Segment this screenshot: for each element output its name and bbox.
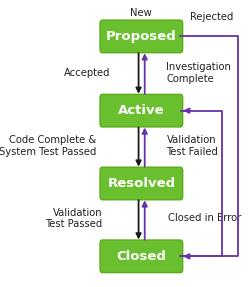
Text: Investigation
Complete: Investigation Complete <box>166 62 231 84</box>
Text: Proposed: Proposed <box>106 30 177 43</box>
FancyBboxPatch shape <box>100 20 183 53</box>
Text: New: New <box>130 8 152 18</box>
Text: Closed: Closed <box>116 250 166 263</box>
FancyBboxPatch shape <box>100 167 183 200</box>
Text: Validation
Test Passed: Validation Test Passed <box>45 208 102 229</box>
FancyBboxPatch shape <box>100 240 183 273</box>
Text: Accepted: Accepted <box>64 68 111 78</box>
FancyBboxPatch shape <box>100 94 183 127</box>
Text: Code Complete &
System Test Passed: Code Complete & System Test Passed <box>0 135 97 157</box>
Text: Rejected: Rejected <box>190 11 233 22</box>
Text: Active: Active <box>118 104 165 117</box>
Text: Validation
Test Failed: Validation Test Failed <box>166 135 218 157</box>
Text: Resolved: Resolved <box>107 177 176 190</box>
Text: Closed in Error: Closed in Error <box>168 213 242 223</box>
